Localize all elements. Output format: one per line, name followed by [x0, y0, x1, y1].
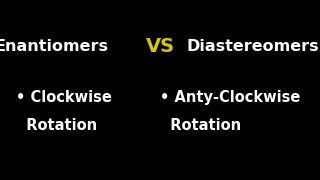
- Text: Rotation: Rotation: [16, 118, 97, 134]
- Text: Diastereomers: Diastereomers: [187, 39, 319, 54]
- Text: • Anty-Clockwise: • Anty-Clockwise: [160, 90, 300, 105]
- Text: VS: VS: [145, 37, 175, 56]
- Text: • Clockwise: • Clockwise: [16, 90, 112, 105]
- Text: Rotation: Rotation: [160, 118, 241, 134]
- Text: Enantiomers: Enantiomers: [0, 39, 108, 54]
